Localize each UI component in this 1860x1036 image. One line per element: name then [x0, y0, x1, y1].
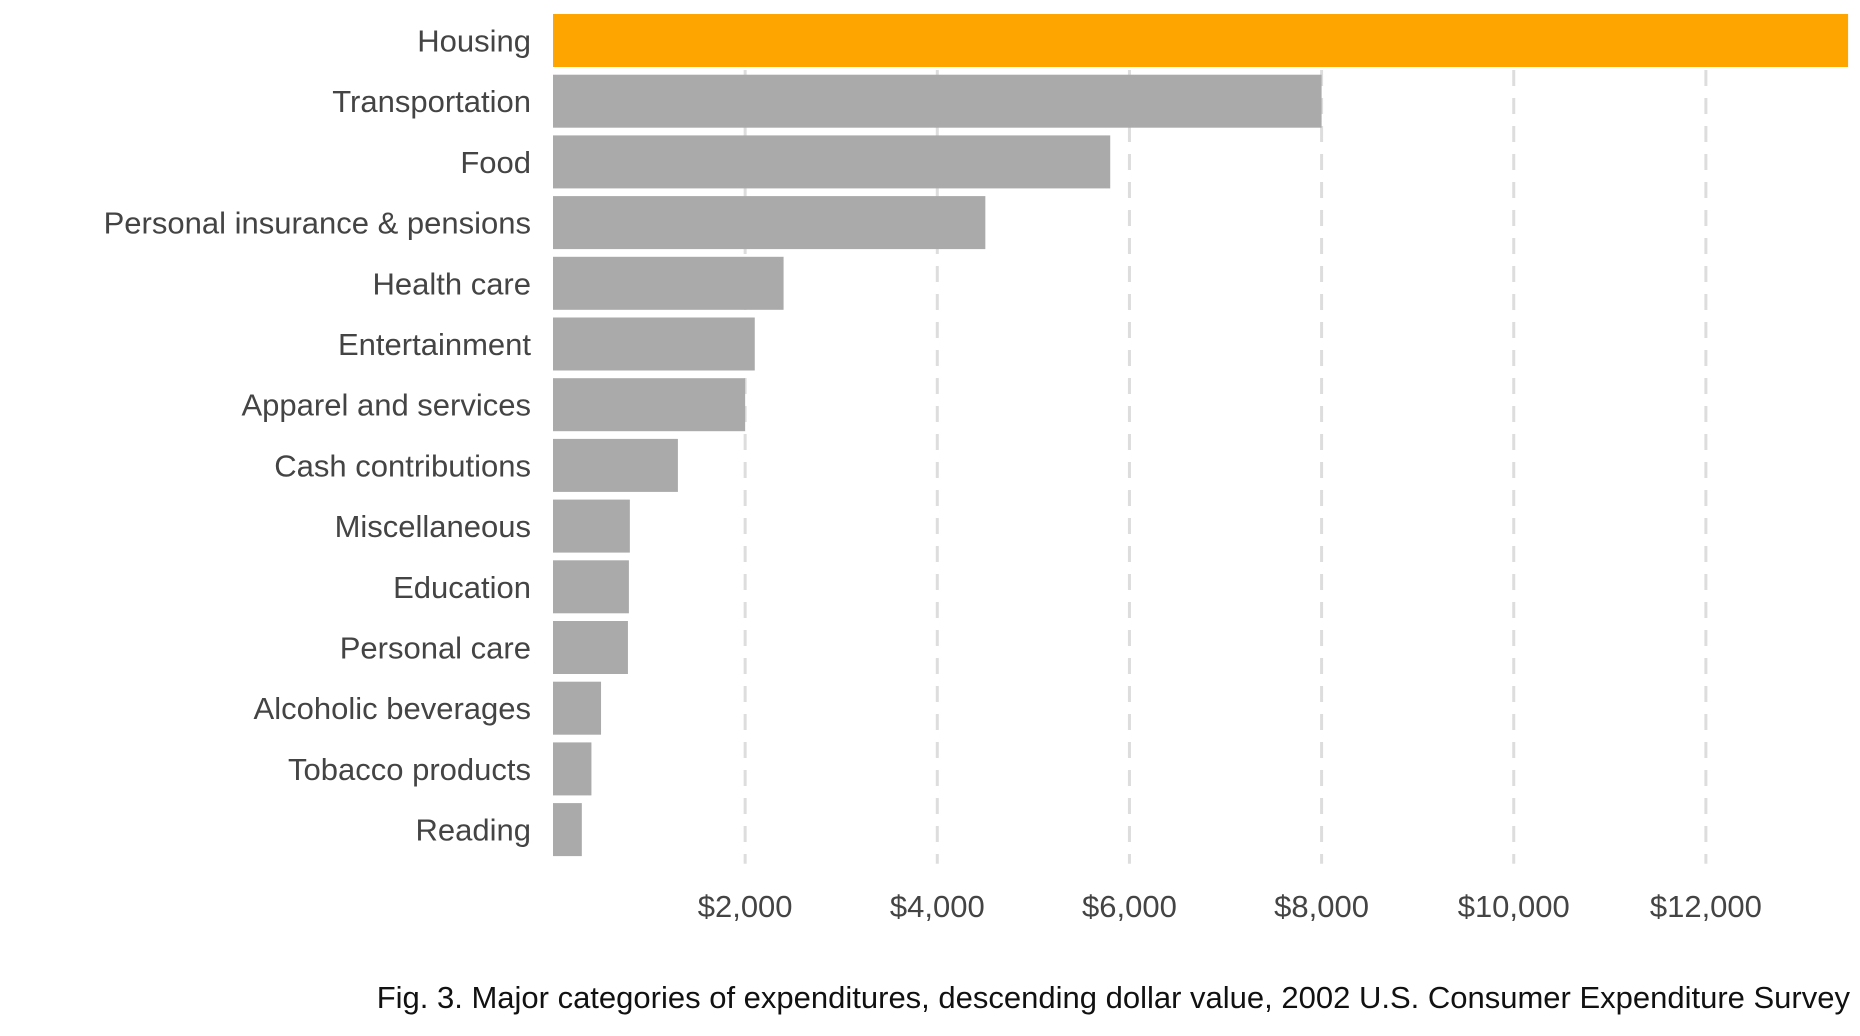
bar [553, 742, 592, 796]
x-tick-label: $12,000 [1650, 889, 1762, 924]
x-tick-label: $4,000 [890, 889, 985, 924]
bar [553, 560, 629, 614]
x-tick-label: $6,000 [1082, 889, 1177, 924]
category-label-layer: Housing Transportation Food Personal insura… [104, 24, 532, 848]
figure-caption: Fig. 3. Major categories of expenditures… [376, 980, 1850, 1015]
category-label: Miscellaneous [335, 509, 531, 544]
category-label: Food [460, 145, 531, 180]
category-label: Personal insurance & pensions [104, 206, 531, 241]
expenditure-bar-chart: Housing Transportation Food Personal insura… [104, 14, 1849, 924]
category-label: Tobacco products [288, 752, 531, 787]
bar [553, 256, 784, 310]
category-label: Apparel and services [242, 388, 532, 423]
bar [553, 378, 746, 432]
bar-layer [553, 14, 1849, 857]
bar [553, 135, 1111, 189]
bar [553, 14, 1849, 67]
category-label: Cash contributions [274, 448, 531, 483]
bar [553, 317, 755, 371]
bar [553, 803, 582, 857]
category-label: Entertainment [338, 327, 531, 362]
bar [553, 621, 628, 674]
category-label: Alcoholic beverages [254, 691, 531, 726]
x-tick-label-layer: $2,000 $4,000 $6,000 $8,000 $10,000 $12,000 [698, 889, 1762, 924]
category-label: Transportation [332, 84, 531, 119]
category-label: Education [393, 570, 531, 605]
bar [553, 499, 630, 553]
category-label: Personal care [340, 631, 531, 666]
bar [553, 196, 986, 250]
bar [553, 74, 1322, 128]
category-label: Reading [416, 813, 531, 848]
x-tick-label: $2,000 [698, 889, 793, 924]
x-tick-label: $8,000 [1274, 889, 1369, 924]
x-tick-label: $10,000 [1458, 889, 1570, 924]
category-label: Health care [372, 266, 531, 301]
category-label: Housing [417, 24, 531, 59]
bar [553, 438, 678, 492]
bar [553, 681, 602, 735]
